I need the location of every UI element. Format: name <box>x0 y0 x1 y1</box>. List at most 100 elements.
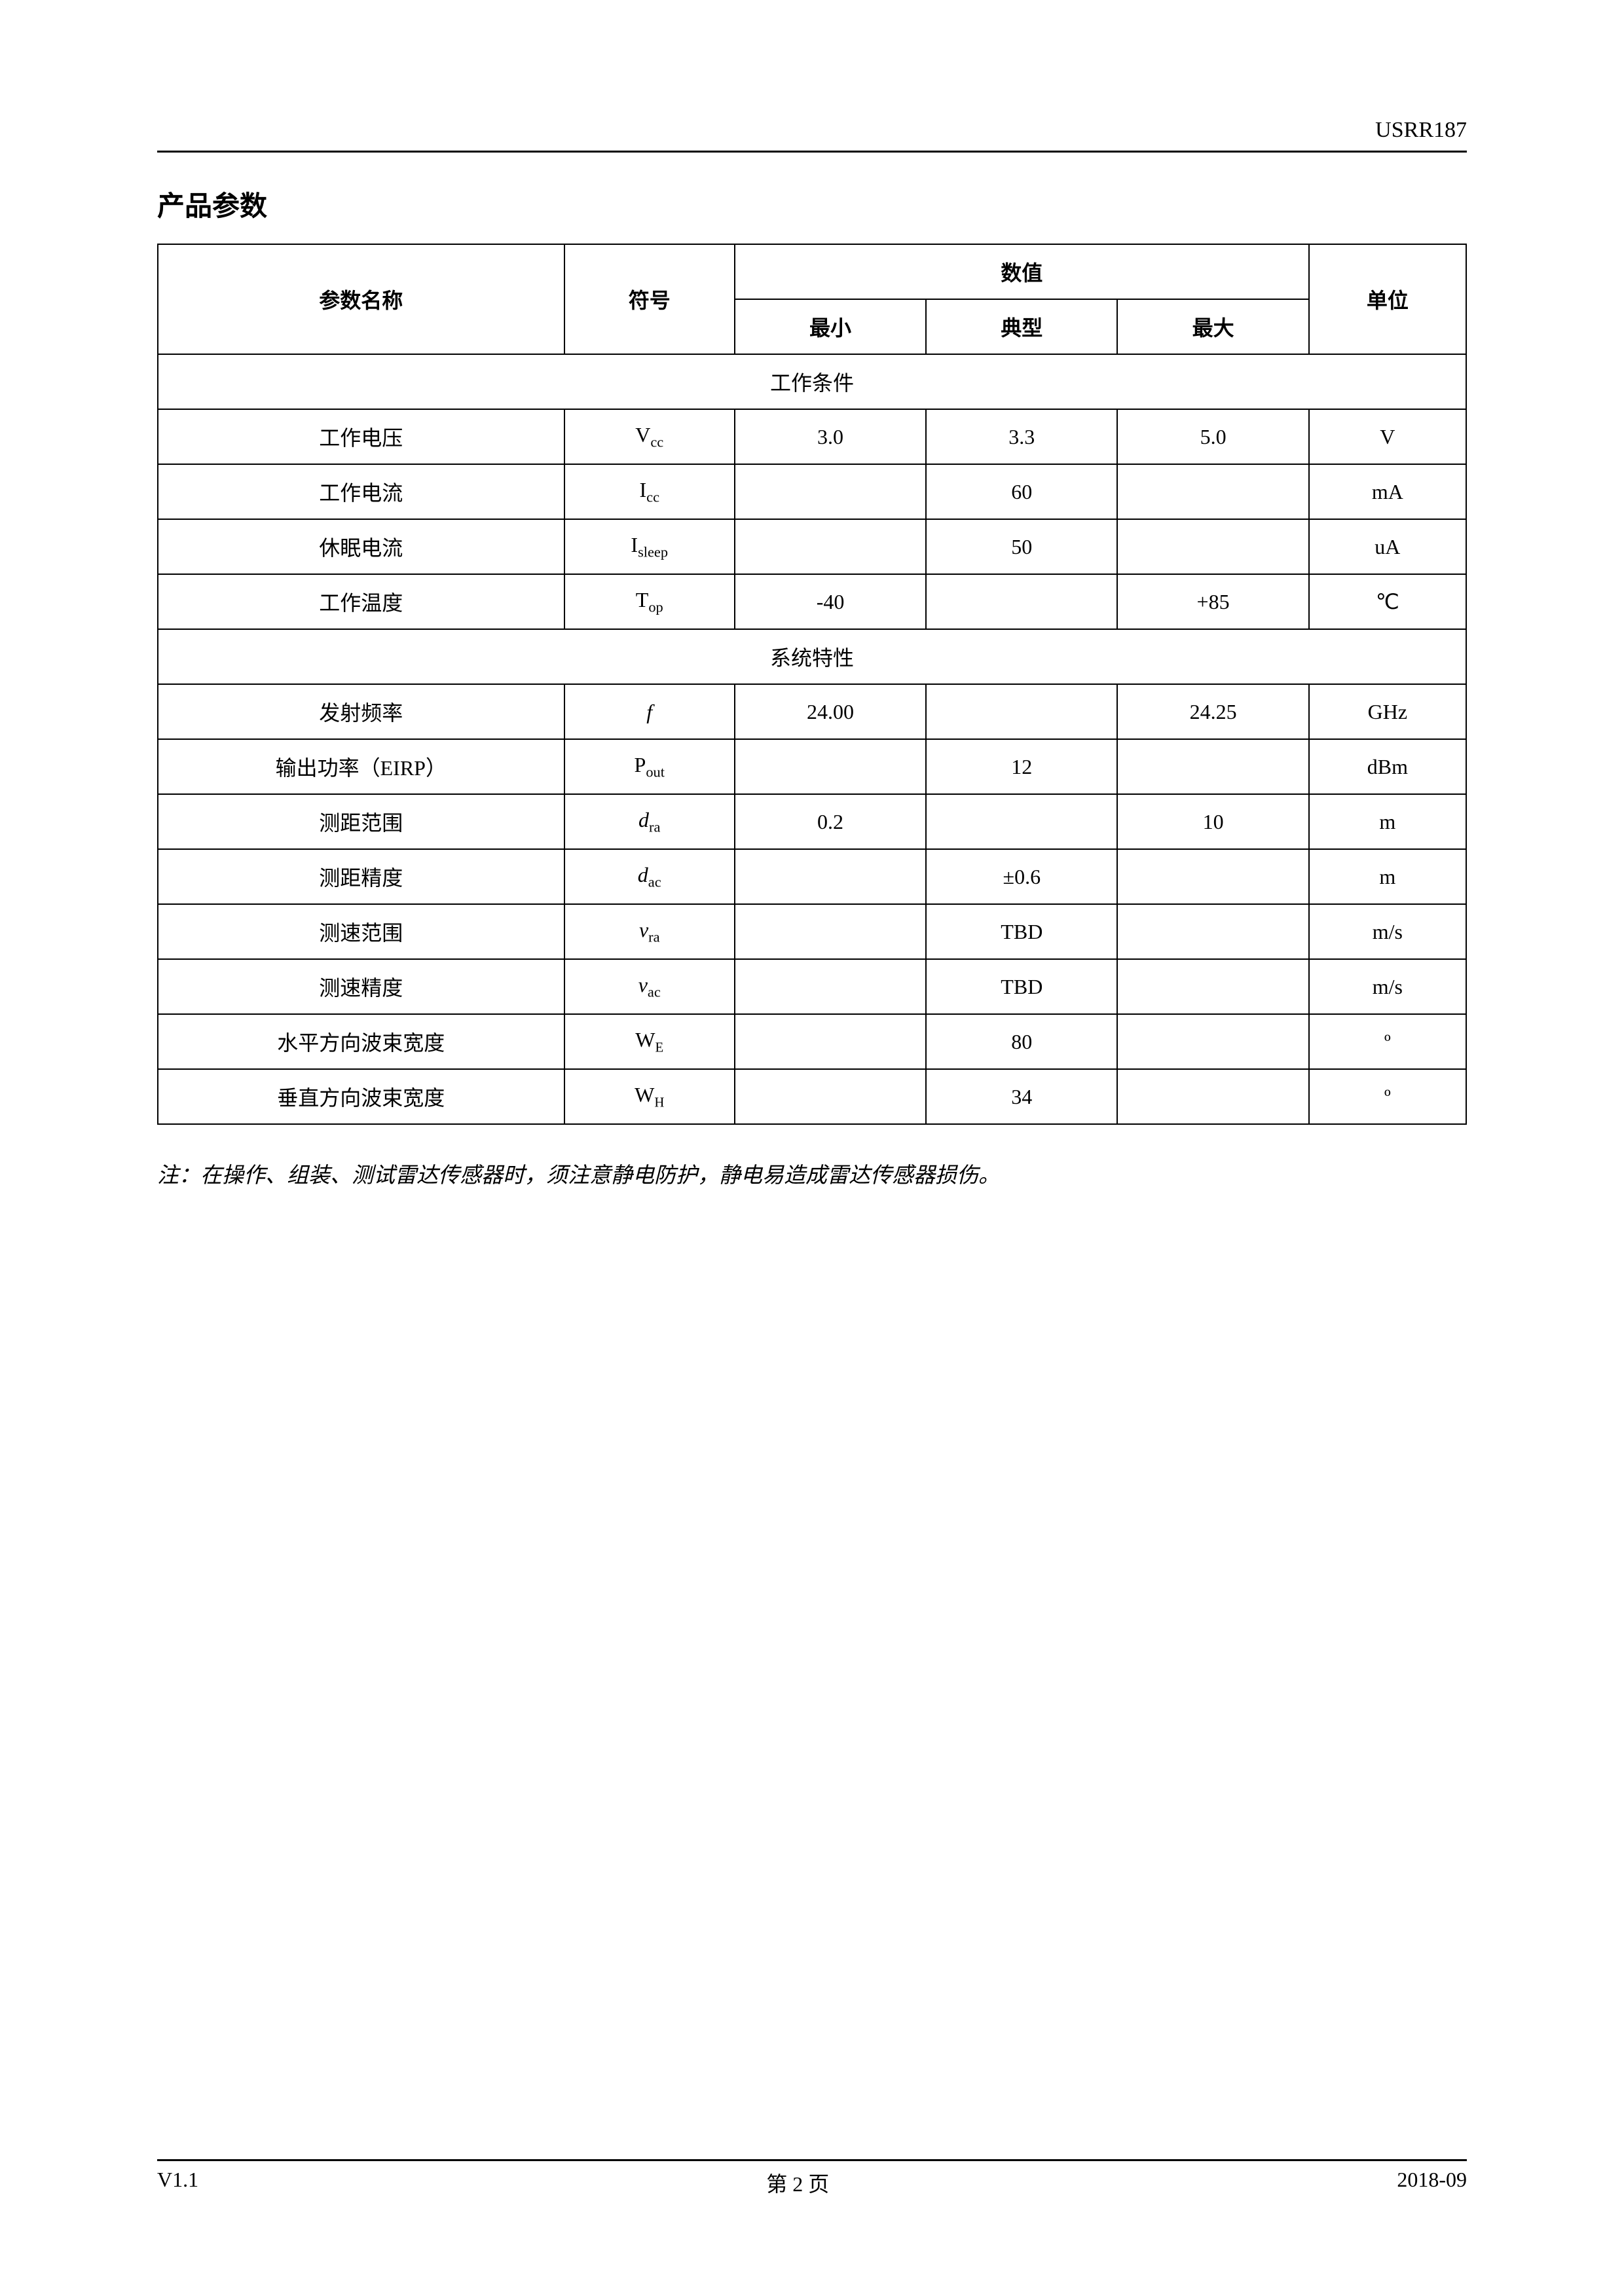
cell-symbol: Isleep <box>564 519 735 574</box>
cell-typ <box>926 684 1117 739</box>
cell-name: 发射频率 <box>158 684 564 739</box>
cell-max <box>1117 1069 1308 1124</box>
cell-max <box>1117 1014 1308 1069</box>
cell-min <box>735 1014 926 1069</box>
cell-name: 测距范围 <box>158 794 564 849</box>
note-text: 注：在操作、组装、测试雷达传感器时，须注意静电防护，静电易造成雷达传感器损伤。 <box>157 1157 1467 1189</box>
cell-symbol: Pout <box>564 739 735 794</box>
header-max: 最大 <box>1117 299 1308 354</box>
cell-unit: V <box>1309 409 1466 464</box>
table-row: 工作电压 Vcc 3.0 3.3 5.0 V <box>158 409 1466 464</box>
cell-unit: º <box>1309 1069 1466 1124</box>
table-row: 输出功率（EIRP） Pout 12 dBm <box>158 739 1466 794</box>
cell-name: 测速精度 <box>158 959 564 1014</box>
cell-symbol: vra <box>564 904 735 959</box>
cell-min <box>735 739 926 794</box>
cell-symbol: dra <box>564 794 735 849</box>
cell-unit: dBm <box>1309 739 1466 794</box>
section-row-2: 系统特性 <box>158 629 1466 684</box>
section-title: 产品参数 <box>157 184 1467 224</box>
cell-name: 工作电压 <box>158 409 564 464</box>
cell-max: 24.25 <box>1117 684 1308 739</box>
footer-page: 第 2 页 <box>766 2168 829 2198</box>
table-row: 测速范围 vra TBD m/s <box>158 904 1466 959</box>
cell-min <box>735 519 926 574</box>
header-value: 数值 <box>735 244 1309 299</box>
table-row: 发射频率 f 24.00 24.25 GHz <box>158 684 1466 739</box>
cell-symbol: vac <box>564 959 735 1014</box>
cell-name: 工作电流 <box>158 464 564 519</box>
cell-symbol: f <box>564 684 735 739</box>
cell-max <box>1117 904 1308 959</box>
table-row: 休眠电流 Isleep 50 uA <box>158 519 1466 574</box>
cell-min: 24.00 <box>735 684 926 739</box>
header-param-name: 参数名称 <box>158 244 564 354</box>
cell-min <box>735 959 926 1014</box>
section-row-1: 工作条件 <box>158 354 1466 409</box>
cell-typ <box>926 794 1117 849</box>
cell-typ: TBD <box>926 959 1117 1014</box>
cell-unit: uA <box>1309 519 1466 574</box>
cell-name: 测速范围 <box>158 904 564 959</box>
header-rule <box>157 151 1467 153</box>
cell-symbol: Top <box>564 574 735 629</box>
section-1-title: 工作条件 <box>158 354 1466 409</box>
cell-unit: º <box>1309 1014 1466 1069</box>
cell-unit: m/s <box>1309 959 1466 1014</box>
cell-symbol: Icc <box>564 464 735 519</box>
cell-symbol: Vcc <box>564 409 735 464</box>
cell-name: 测距精度 <box>158 849 564 904</box>
cell-max <box>1117 739 1308 794</box>
header-typ: 典型 <box>926 299 1117 354</box>
cell-typ <box>926 574 1117 629</box>
cell-min: -40 <box>735 574 926 629</box>
cell-max <box>1117 849 1308 904</box>
cell-max: 10 <box>1117 794 1308 849</box>
footer-date: 2018-09 <box>1397 2168 1467 2198</box>
header-min: 最小 <box>735 299 926 354</box>
cell-name: 工作温度 <box>158 574 564 629</box>
cell-typ: 34 <box>926 1069 1117 1124</box>
header-unit: 单位 <box>1309 244 1466 354</box>
cell-unit: m <box>1309 849 1466 904</box>
cell-min <box>735 464 926 519</box>
cell-typ: 80 <box>926 1014 1117 1069</box>
cell-max <box>1117 519 1308 574</box>
table-row: 测速精度 vac TBD m/s <box>158 959 1466 1014</box>
table-row: 测距范围 dra 0.2 10 m <box>158 794 1466 849</box>
cell-typ: 60 <box>926 464 1117 519</box>
table-row: 工作电流 Icc 60 mA <box>158 464 1466 519</box>
cell-name: 水平方向波束宽度 <box>158 1014 564 1069</box>
cell-typ: 12 <box>926 739 1117 794</box>
cell-symbol: dac <box>564 849 735 904</box>
cell-unit: m/s <box>1309 904 1466 959</box>
cell-max <box>1117 959 1308 1014</box>
cell-name: 休眠电流 <box>158 519 564 574</box>
table-row: 测距精度 dac ±0.6 m <box>158 849 1466 904</box>
footer: V1.1 第 2 页 2018-09 <box>157 2159 1467 2198</box>
cell-unit: m <box>1309 794 1466 849</box>
footer-rule <box>157 2159 1467 2161</box>
cell-unit: GHz <box>1309 684 1466 739</box>
cell-typ: ±0.6 <box>926 849 1117 904</box>
cell-min <box>735 904 926 959</box>
cell-max: 5.0 <box>1117 409 1308 464</box>
cell-min: 0.2 <box>735 794 926 849</box>
cell-max: +85 <box>1117 574 1308 629</box>
cell-min: 3.0 <box>735 409 926 464</box>
table-row: 垂直方向波束宽度 WH 34 º <box>158 1069 1466 1124</box>
cell-typ: 50 <box>926 519 1117 574</box>
cell-min <box>735 1069 926 1124</box>
footer-row: V1.1 第 2 页 2018-09 <box>157 2168 1467 2198</box>
cell-typ: TBD <box>926 904 1117 959</box>
cell-min <box>735 849 926 904</box>
cell-typ: 3.3 <box>926 409 1117 464</box>
header-symbol: 符号 <box>564 244 735 354</box>
cell-symbol: WH <box>564 1069 735 1124</box>
cell-name: 垂直方向波束宽度 <box>158 1069 564 1124</box>
table-row: 工作温度 Top -40 +85 ℃ <box>158 574 1466 629</box>
section-2-title: 系统特性 <box>158 629 1466 684</box>
doc-id: USRR187 <box>157 118 1467 143</box>
footer-version: V1.1 <box>157 2168 198 2198</box>
table-header-row-1: 参数名称 符号 数值 单位 <box>158 244 1466 299</box>
